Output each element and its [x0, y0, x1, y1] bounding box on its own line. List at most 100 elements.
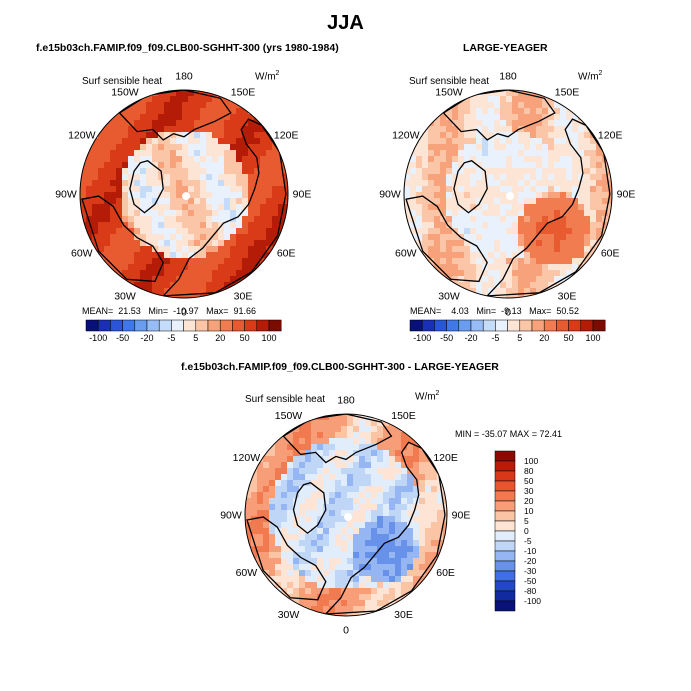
heatmap-cell [566, 132, 573, 139]
heatmap-cell [464, 138, 471, 145]
heatmap-cell [353, 582, 360, 589]
heatmap-cell [353, 504, 360, 511]
map-border [79, 89, 289, 299]
heatmap-cell [458, 264, 465, 271]
heatmap-cell [347, 456, 354, 463]
heatmap-cell [428, 180, 435, 187]
heatmap-cell [311, 576, 318, 583]
heatmap-cell [299, 426, 306, 433]
heatmap-cell [341, 546, 348, 553]
heatmap-cell [284, 216, 288, 223]
heatmap-cell [92, 222, 99, 229]
heatmap-cell [464, 198, 471, 205]
heatmap-cell [293, 594, 300, 601]
heatmap-cell [395, 528, 402, 535]
heatmap-cell [506, 276, 513, 283]
heatmap-cell [407, 480, 414, 487]
heatmap-cell [287, 564, 294, 571]
heatmap-cell [536, 282, 543, 289]
heatmap-cell [542, 258, 549, 265]
heatmap-cell [506, 210, 513, 217]
heatmap-cell [476, 204, 483, 211]
heatmap-cell [266, 210, 273, 217]
heatmap-cell [170, 144, 177, 151]
heatmap-cell [395, 456, 402, 463]
heatmap-cell [86, 162, 93, 169]
heatmap-cell [170, 126, 177, 133]
heatmap-cell [224, 186, 231, 193]
heatmap-cell [464, 246, 471, 253]
heatmap-cell [164, 240, 171, 247]
heatmap-cell [128, 264, 135, 271]
heatmap-cell [440, 120, 447, 127]
heatmap-cell [353, 588, 360, 595]
heatmap-cell [389, 522, 396, 529]
heatmap-cell [566, 174, 573, 181]
heatmap-cell [200, 240, 207, 247]
heatmap-cell [422, 240, 429, 247]
heatmap-cell [263, 486, 270, 493]
heatmap-cell [431, 546, 438, 553]
heatmap-cell [524, 210, 531, 217]
heatmap-cell [206, 102, 213, 109]
heatmap-cell [395, 546, 402, 553]
colorbar-tick-label: 80 [524, 466, 534, 476]
heatmap-cell [347, 510, 354, 517]
heatmap-cell [458, 180, 465, 187]
heatmap-cell [578, 150, 585, 157]
heatmap-cell [269, 576, 276, 583]
heatmap-cell [401, 498, 408, 505]
heatmap-cell [122, 150, 129, 157]
heatmap-cell [347, 612, 354, 616]
heatmap-cell [104, 198, 111, 205]
heatmap-cell [464, 126, 471, 133]
heatmap-cell [323, 420, 330, 427]
heatmap-cell [401, 528, 408, 535]
heatmap-cell [182, 132, 189, 139]
heatmap-cell [98, 210, 105, 217]
heatmap-cell [578, 174, 585, 181]
heatmap-cell [608, 192, 612, 199]
heatmap-cell [116, 180, 123, 187]
heatmap-cell [128, 270, 135, 277]
heatmap-cell [578, 252, 585, 259]
heatmap-cell [281, 444, 288, 451]
heatmap-cell [146, 138, 153, 145]
heatmap-cell [524, 150, 531, 157]
heatmap-cell [572, 210, 579, 217]
heatmap-cell [254, 162, 261, 169]
heatmap-cell [317, 534, 324, 541]
heatmap-cell [446, 198, 453, 205]
heatmap-cell [269, 498, 276, 505]
heatmap-cell [425, 504, 432, 511]
heatmap-cell [506, 252, 513, 259]
heatmap-cell [413, 438, 420, 445]
heatmap-cell [335, 606, 342, 613]
heatmap-cell [200, 132, 207, 139]
heatmap-cell [446, 156, 453, 163]
heatmap-cell [224, 126, 231, 133]
heatmap-cell [212, 210, 219, 217]
heatmap-cell [323, 528, 330, 535]
heatmap-cell [206, 270, 213, 277]
heatmap-cell [566, 120, 573, 127]
heatmap-cell [425, 450, 432, 457]
heatmap-cell [383, 576, 390, 583]
heatmap-cell [494, 228, 501, 235]
heatmap-cell [560, 108, 567, 115]
heatmap-cell [548, 162, 555, 169]
heatmap-cell [548, 234, 555, 241]
heatmap-cell [110, 246, 117, 253]
heatmap-cell [299, 450, 306, 457]
heatmap-cell [140, 240, 147, 247]
heatmap-cell [206, 204, 213, 211]
heatmap-cell [347, 606, 354, 613]
panel-header-top-right: LARGE-YEAGER [463, 42, 548, 54]
heatmap-cell [200, 258, 207, 265]
heatmap-cell [407, 588, 414, 595]
heatmap-cell [269, 570, 276, 577]
heatmap-cell [422, 144, 429, 151]
heatmap-cell [383, 450, 390, 457]
heatmap-cell [329, 600, 336, 607]
heatmap-cell [281, 456, 288, 463]
